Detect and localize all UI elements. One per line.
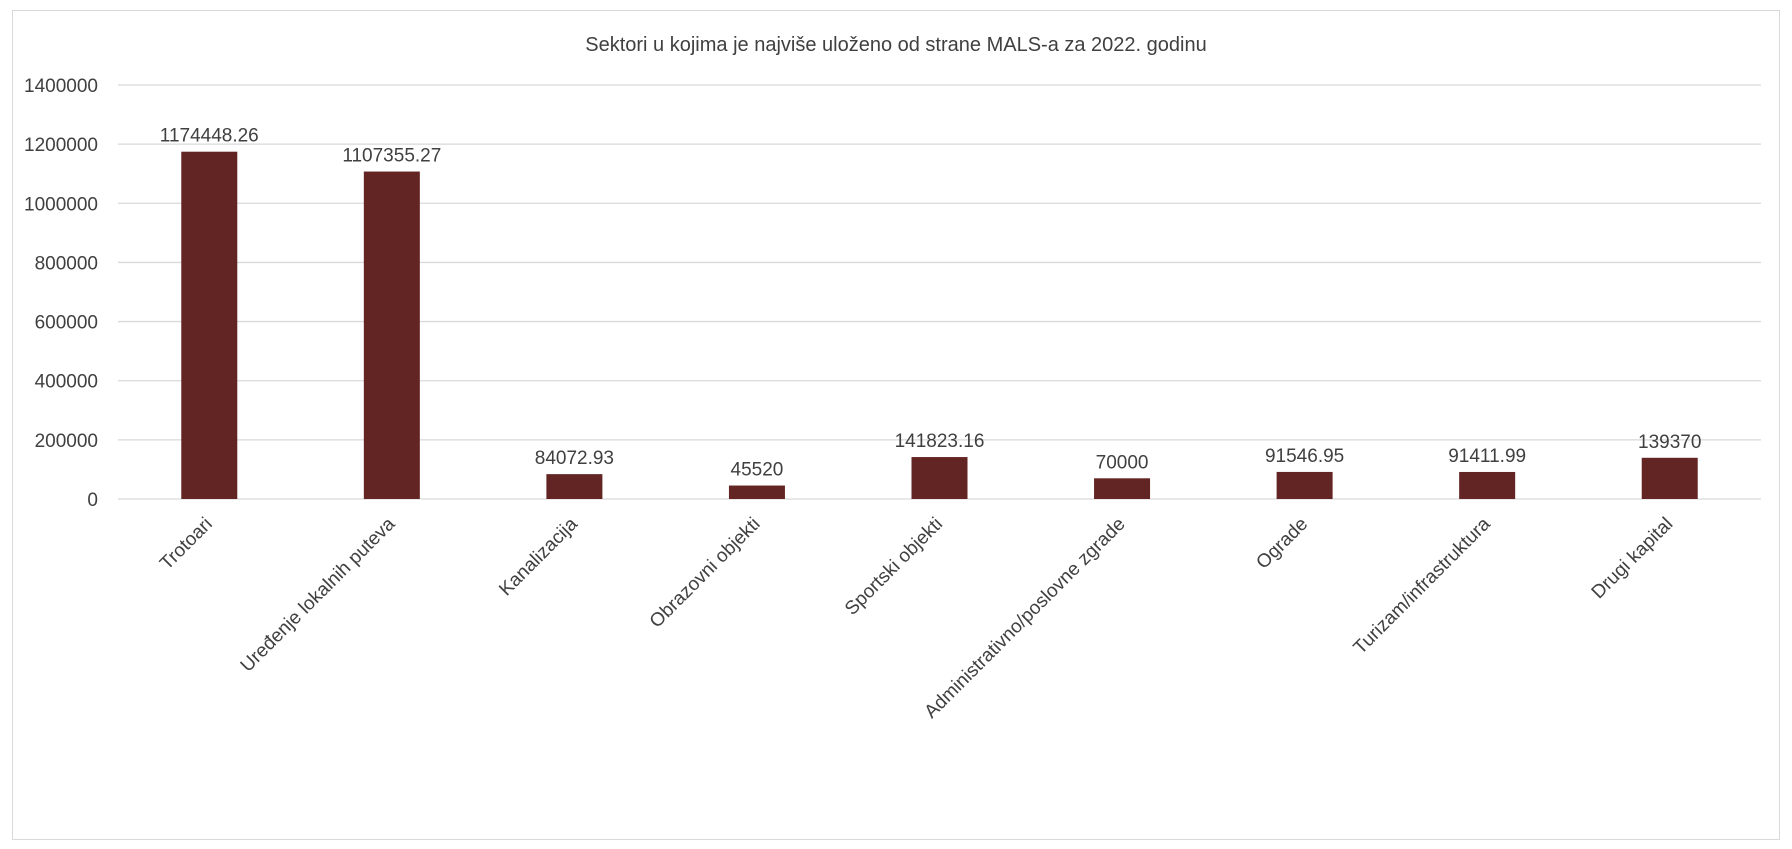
bar bbox=[728, 485, 785, 499]
x-tick-label: Drugi kapital bbox=[1588, 514, 1678, 604]
bar bbox=[1276, 471, 1333, 499]
bar bbox=[1459, 471, 1516, 499]
x-tick-label: Administrativno/poslovne zgrade bbox=[921, 514, 1130, 723]
chart-frame: Sektori u kojima je najviše uloženo od s… bbox=[12, 10, 1780, 840]
data-label: 139370 bbox=[1638, 432, 1701, 453]
data-label: 1174448.26 bbox=[160, 126, 259, 147]
data-label: 70000 bbox=[1096, 452, 1149, 473]
data-label: 45520 bbox=[731, 460, 784, 481]
y-tick-label: 1200000 bbox=[24, 135, 98, 156]
y-tick-label: 0 bbox=[87, 490, 98, 511]
x-tick-label: Kanalizacija bbox=[495, 513, 582, 600]
x-tick-label: Sportski objekti bbox=[841, 514, 947, 620]
x-tick-label: Turizam/infrastruktura bbox=[1350, 513, 1495, 658]
chart-title: Sektori u kojima je najviše uloženo od s… bbox=[585, 34, 1206, 56]
y-tick-label: 1400000 bbox=[24, 76, 98, 97]
data-label: 84072.93 bbox=[535, 448, 614, 469]
y-tick-label: 600000 bbox=[35, 313, 98, 334]
bar bbox=[1094, 478, 1151, 499]
bar bbox=[363, 171, 420, 499]
data-label: 91546.95 bbox=[1265, 446, 1344, 467]
y-tick-label: 1000000 bbox=[24, 194, 98, 215]
data-label: 141823.16 bbox=[895, 431, 985, 452]
x-tick-label: Obrazovni objekti bbox=[646, 514, 765, 633]
x-tick-label: Ograde bbox=[1252, 514, 1312, 574]
data-label: 1107355.27 bbox=[342, 146, 441, 167]
x-tick-label: Trotoari bbox=[156, 514, 217, 575]
bar bbox=[911, 457, 968, 499]
bar-chart: Sektori u kojima je najviše uloženo od s… bbox=[24, 34, 1761, 723]
bar bbox=[181, 151, 238, 500]
x-tick-label: Uređenje lokalnih puteva bbox=[237, 513, 400, 676]
bar bbox=[546, 474, 603, 499]
y-tick-label: 800000 bbox=[35, 253, 98, 274]
data-label: 91411.99 bbox=[1448, 446, 1526, 467]
y-tick-label: 400000 bbox=[35, 372, 98, 393]
y-tick-label: 200000 bbox=[35, 431, 98, 452]
bar bbox=[1641, 457, 1698, 499]
